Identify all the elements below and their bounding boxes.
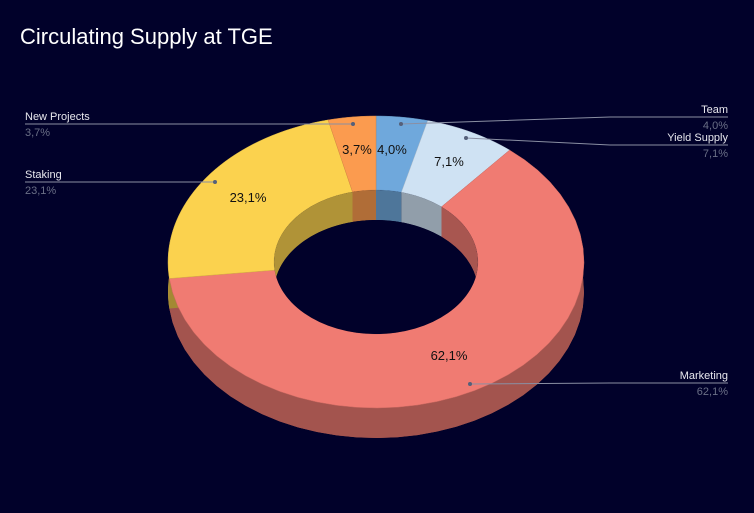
slice-inner-wall [376, 190, 402, 223]
callout: Team 4,0% [399, 104, 728, 132]
chart-title: Circulating Supply at TGE [20, 24, 273, 49]
leader-dot [464, 136, 468, 140]
callout: New Projects 3,7% [25, 111, 355, 139]
leader-line [465, 137, 728, 146]
data-label: 3,7% [342, 142, 372, 157]
callout: Staking 23,1% [25, 169, 217, 197]
slice-inner-wall [352, 190, 376, 222]
callout: Yield Supply 7,1% [464, 132, 728, 160]
callout-value: 23,1% [25, 185, 56, 197]
leader-dot [351, 122, 355, 126]
callout-value: 62,1% [697, 386, 728, 398]
callout-name: Yield Supply [667, 132, 728, 144]
leader-dot [468, 382, 472, 386]
callout-name: Marketing [680, 370, 728, 382]
leader-dot [213, 180, 217, 184]
data-label: 62,1% [431, 348, 468, 363]
slice-inner-wall [401, 192, 442, 237]
callout-name: New Projects [25, 111, 90, 123]
callout-name: Staking [25, 169, 62, 181]
leader-line [400, 116, 728, 125]
data-label: 23,1% [230, 190, 267, 205]
callout-value: 7,1% [703, 148, 728, 160]
callout-value: 4,0% [703, 120, 728, 132]
leader-dot [399, 122, 403, 126]
data-label: 7,1% [434, 154, 464, 169]
callout: Marketing 62,1% [468, 370, 728, 398]
leader-line [469, 382, 728, 385]
callout-name: Team [701, 104, 728, 116]
callout-value: 3,7% [25, 127, 50, 139]
slice-inner-wall [274, 191, 353, 301]
data-label: 4,0% [377, 142, 407, 157]
